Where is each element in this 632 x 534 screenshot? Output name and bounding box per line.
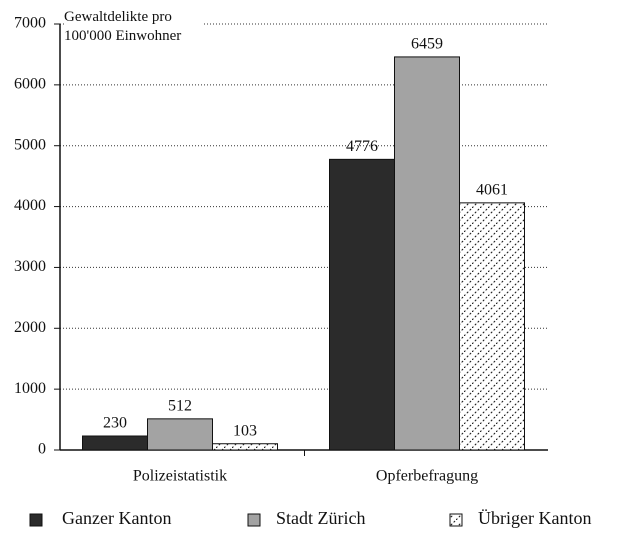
x-tick-label: Polizeistatistik [133,468,227,485]
y-tick-label: 3000 [14,258,46,275]
y-tick-label: 2000 [14,319,46,336]
bar [212,443,278,451]
y-axis-label: Gewaltdelikte pro 100'000 Einwohner [64,8,204,46]
bar [394,56,460,451]
data-label: 6459 [411,36,443,53]
bar [82,435,148,451]
legend-label: Übriger Kanton [478,508,591,528]
data-label: 4061 [476,182,508,199]
y-tick-label: 7000 [14,15,46,32]
y-tick-label: 1000 [14,380,46,397]
y-tick-label: 6000 [14,76,46,93]
data-label: 512 [168,398,192,415]
legend-label: Ganzer Kanton [62,508,171,528]
data-label: 103 [233,422,257,439]
legend-label: Stadt Zürich [276,508,365,528]
data-label: 4776 [346,138,378,155]
y-tick-label: 0 [38,441,46,458]
legend-marker [449,513,463,527]
bar [147,418,213,451]
bar [459,202,525,451]
legend-marker [29,513,43,527]
x-tick-label: Opferbefragung [376,468,478,485]
y-tick-label: 5000 [14,136,46,153]
data-label: 230 [103,415,127,432]
legend-marker [247,513,261,527]
bar [329,158,395,451]
y-tick-label: 4000 [14,197,46,214]
